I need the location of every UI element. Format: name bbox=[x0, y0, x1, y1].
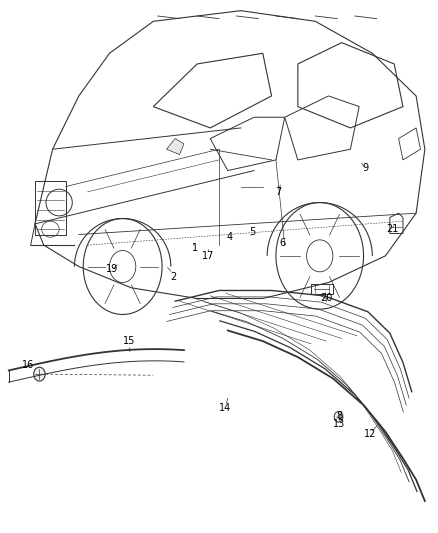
Text: 5: 5 bbox=[249, 227, 255, 237]
Circle shape bbox=[34, 367, 45, 381]
Text: 13: 13 bbox=[333, 419, 346, 429]
Text: 21: 21 bbox=[386, 224, 398, 234]
Text: 8: 8 bbox=[336, 411, 343, 421]
Text: 16: 16 bbox=[22, 360, 35, 370]
Text: 12: 12 bbox=[364, 430, 376, 439]
Text: 4: 4 bbox=[227, 232, 233, 242]
Text: 20: 20 bbox=[320, 294, 332, 303]
Text: 6: 6 bbox=[279, 238, 286, 247]
Text: 9: 9 bbox=[363, 163, 369, 173]
Text: 17: 17 bbox=[202, 251, 214, 261]
Text: 2: 2 bbox=[170, 272, 176, 282]
Circle shape bbox=[334, 411, 343, 422]
Text: 7: 7 bbox=[275, 187, 281, 197]
Text: 1: 1 bbox=[192, 243, 198, 253]
Text: 14: 14 bbox=[219, 403, 232, 413]
Text: 19: 19 bbox=[106, 264, 118, 274]
Text: 15: 15 bbox=[123, 336, 135, 346]
Polygon shape bbox=[166, 139, 184, 155]
